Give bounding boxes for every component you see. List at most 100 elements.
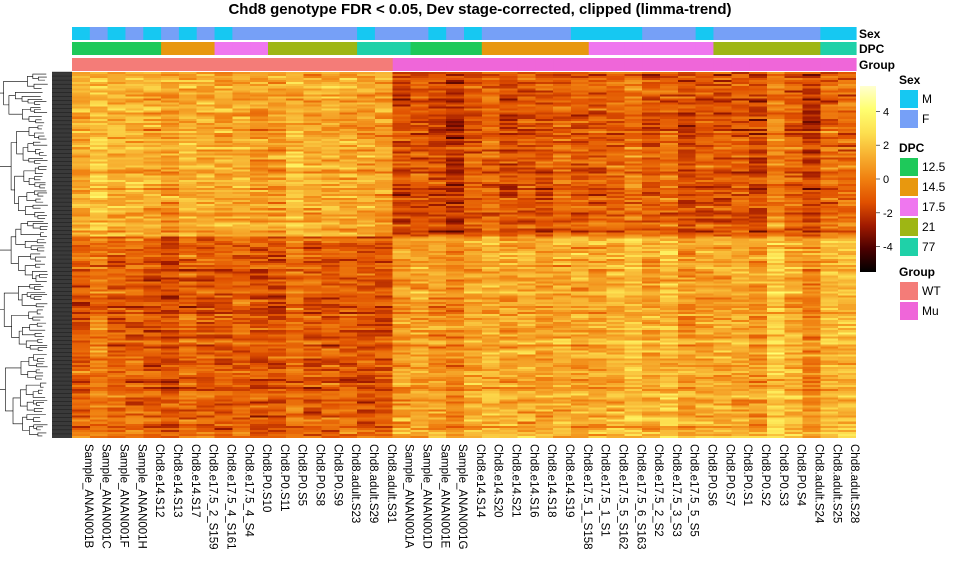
- annotation-cell-dpc: [695, 42, 715, 55]
- annotation-cell-sex: [695, 27, 715, 40]
- annotation-cell-sex: [766, 27, 786, 40]
- annotation-cell-group: [72, 58, 91, 71]
- annotation-cell-sex: [749, 27, 768, 40]
- annotation-cell-dpc: [464, 42, 483, 55]
- annotation-cell-group: [161, 58, 180, 71]
- annotation-cell-dpc: [481, 42, 501, 55]
- annotation-cell-dpc: [89, 42, 109, 55]
- annotation-cell-sex: [374, 27, 394, 40]
- annotation-cell-dpc: [410, 42, 429, 55]
- column-label: Chd8.e14.S19: [563, 444, 575, 518]
- legend-item-label: 14.5: [922, 180, 946, 194]
- legend-item-label: Mu: [922, 304, 939, 318]
- annotation-cell-sex: [321, 27, 340, 40]
- annotation-cell-dpc: [588, 42, 608, 55]
- annotation-cell-group: [749, 58, 768, 71]
- annotation-cell-group: [214, 58, 233, 71]
- annotation-cell-sex: [357, 27, 376, 40]
- annotation-cell-sex: [570, 27, 590, 40]
- annotation-cell-dpc: [642, 42, 661, 55]
- annotation-cell-dpc: [428, 42, 447, 55]
- annotation-label-dpc: DPC: [859, 42, 885, 56]
- annotation-cell-sex: [392, 27, 412, 40]
- column-label: Chd8.e14.S18: [545, 444, 557, 518]
- annotation-cell-sex: [553, 27, 572, 40]
- annotation-cell-dpc: [820, 42, 839, 55]
- annotation-cell-group: [838, 58, 857, 71]
- annotation-cell-group: [499, 58, 519, 71]
- column-label: Sample_ANAN001F: [118, 444, 130, 548]
- annotation-cell-group: [766, 58, 786, 71]
- column-label: Chd8.P0.S9: [331, 444, 343, 506]
- annotation-cell-dpc: [143, 42, 162, 55]
- annotation-cell-dpc: [232, 42, 251, 55]
- annotation-cell-group: [802, 58, 821, 71]
- annotation-cell-sex: [464, 27, 483, 40]
- annotation-cell-group: [677, 58, 697, 71]
- column-label: Chd8.e17.5_3_S3: [670, 444, 682, 537]
- legend-item-label: 12.5: [922, 160, 946, 174]
- annotation-cell-sex: [285, 27, 305, 40]
- column-label: Chd8.adult.S23: [349, 444, 361, 523]
- column-label: Chd8.P0.S10: [260, 444, 272, 512]
- annotation-cell-group: [357, 58, 376, 71]
- annotation-cell-group: [588, 58, 608, 71]
- annotation-cell-group: [392, 58, 412, 71]
- color-key-tick-label: -2: [883, 208, 893, 220]
- column-label: Sample_ANAN001E: [438, 444, 450, 549]
- column-label: Chd8.adult.S31: [385, 444, 397, 523]
- color-key-tick-label: 4: [883, 106, 889, 118]
- annotation-cell-sex: [232, 27, 251, 40]
- annotation-cell-sex: [339, 27, 358, 40]
- annotation-cell-group: [820, 58, 839, 71]
- legend-item-label: WT: [922, 284, 941, 298]
- column-label: Chd8.e17.5_5_S162: [616, 444, 628, 550]
- annotation-label-sex: Sex: [859, 27, 881, 41]
- annotation-cell-dpc: [374, 42, 394, 55]
- column-label: Chd8.e17.5_4_S161: [224, 444, 236, 550]
- annotation-cell-group: [178, 58, 198, 71]
- column-label: Chd8.e17.5_1_S158: [581, 444, 593, 550]
- annotation-cell-dpc: [553, 42, 572, 55]
- legend-swatch: [900, 90, 918, 108]
- annotation-cell-group: [339, 58, 358, 71]
- annotation-cell-sex: [481, 27, 501, 40]
- legend-item-label: 17.5: [922, 200, 946, 214]
- annotation-cell-sex: [250, 27, 269, 40]
- annotation-cell-group: [107, 58, 127, 71]
- annotation-cell-sex: [713, 27, 732, 40]
- annotation-cell-dpc: [214, 42, 233, 55]
- column-label: Chd8.P0.S11: [278, 444, 290, 512]
- annotation-cell-group: [713, 58, 732, 71]
- column-label: Chd8.e17.5_4_S4: [242, 444, 254, 537]
- annotation-cell-sex: [214, 27, 233, 40]
- annotation-cell-dpc: [72, 42, 91, 55]
- annotation-cell-sex: [838, 27, 857, 40]
- annotation-cell-dpc: [802, 42, 821, 55]
- color-key: 4 2 0 -2 -4: [860, 86, 893, 272]
- annotation-cell-dpc: [606, 42, 625, 55]
- column-label: Sample_ANAN001G: [456, 444, 468, 550]
- annotation-cell-sex: [606, 27, 625, 40]
- legend-swatch: [900, 238, 918, 256]
- annotation-cell-dpc: [766, 42, 786, 55]
- legend-swatch: [900, 198, 918, 216]
- column-label: Chd8.e14.S16: [527, 444, 539, 518]
- annotation-cell-sex: [107, 27, 127, 40]
- annotation-cell-group: [784, 58, 804, 71]
- legend-swatch: [900, 178, 918, 196]
- annotation-cell-group: [624, 58, 643, 71]
- column-label: Chd8.P0.S3: [777, 444, 789, 506]
- annotation-cell-sex: [731, 27, 750, 40]
- annotation-cell-sex: [802, 27, 821, 40]
- column-label: Chd8.adult.S25: [830, 444, 842, 523]
- annotation-cell-dpc: [107, 42, 127, 55]
- annotation-cell-dpc: [339, 42, 358, 55]
- legend-title: Group: [899, 265, 935, 279]
- annotation-cell-group: [731, 58, 750, 71]
- annotation-cell-dpc: [731, 42, 750, 55]
- row-dendrogram: [0, 73, 48, 437]
- annotation-cell-group: [570, 58, 590, 71]
